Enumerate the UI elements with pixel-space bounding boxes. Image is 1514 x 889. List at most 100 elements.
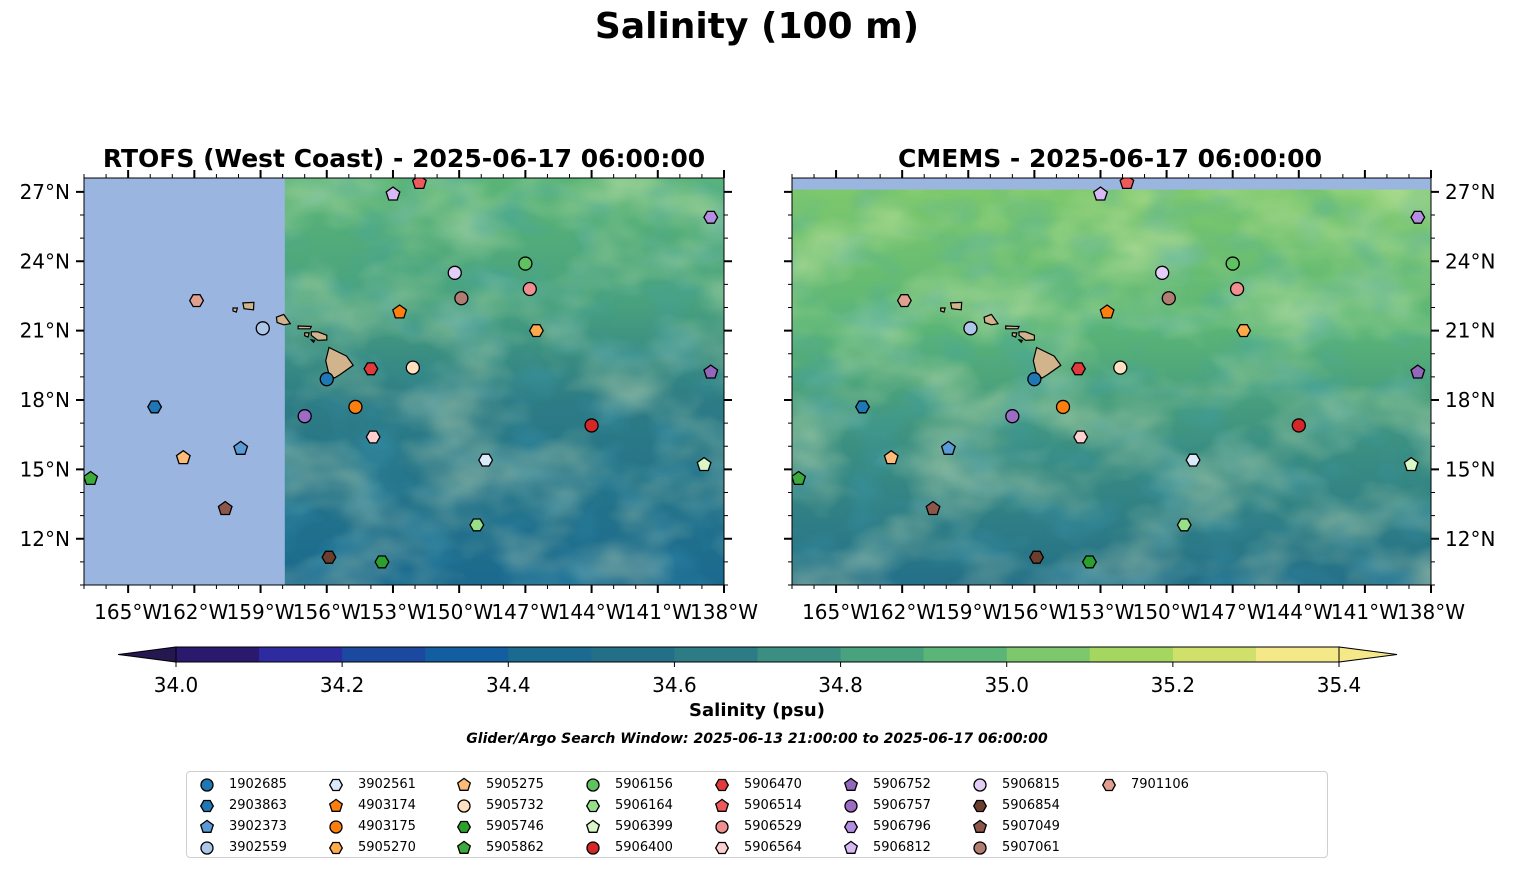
legend-marker xyxy=(328,841,344,855)
panel-title-cmems: CMEMS - 2025-06-17 06:00:00 xyxy=(898,144,1322,173)
legend-marker xyxy=(1101,778,1117,792)
colorbar-segment xyxy=(1006,647,1091,662)
legend-marker xyxy=(714,778,730,792)
lat-tick-label: 12°N xyxy=(20,527,70,551)
lon-tick-label: 147°W xyxy=(1199,600,1267,624)
float-marker-5907049 xyxy=(925,500,941,516)
legend-marker xyxy=(972,799,988,813)
legend-label: 4903175 xyxy=(358,819,416,834)
float-marker-5906815 xyxy=(447,265,462,280)
colorbar-tick-label: 34.4 xyxy=(486,673,531,697)
lon-tick-label: 156°W xyxy=(1000,600,1068,624)
legend-marker xyxy=(329,820,343,834)
float-marker-5906752 xyxy=(1410,364,1426,379)
float-marker-5905746 xyxy=(374,555,390,569)
legend-label: 5905746 xyxy=(486,819,544,834)
legend-label: 5906399 xyxy=(615,819,673,834)
lon-tick-label: 138°W xyxy=(690,600,758,624)
legend-label: 5906156 xyxy=(615,777,673,792)
colorbar-segment xyxy=(757,647,842,662)
legend-label: 5906470 xyxy=(744,777,802,792)
circle-icon xyxy=(200,778,214,792)
lat-tick-label: 15°N xyxy=(1445,457,1495,481)
legend-label: 5905275 xyxy=(486,777,544,792)
legend-label: 4903174 xyxy=(358,798,416,813)
legend-label: 5906796 xyxy=(873,819,931,834)
lon-tick-label: 147°W xyxy=(491,600,559,624)
lon-tick-label: 162°W xyxy=(160,600,228,624)
float-marker-3902561 xyxy=(478,453,494,467)
legend-label: 5906514 xyxy=(744,798,802,813)
legend-label: 5906757 xyxy=(873,798,931,813)
pentagon-icon xyxy=(199,819,215,833)
figure-title: Salinity (100 m) xyxy=(594,6,920,47)
legend-marker xyxy=(843,820,859,834)
lanai-island xyxy=(304,332,310,338)
float-marker-5906812 xyxy=(385,186,401,201)
float-marker-1902685 xyxy=(1027,372,1042,387)
colorbar-segment xyxy=(840,647,925,662)
float-marker-7901106 xyxy=(188,294,205,308)
float-marker-5906815 xyxy=(1155,265,1170,280)
kahoolawe-island xyxy=(1017,339,1024,344)
kahoolawe-island xyxy=(309,339,316,344)
legend-marker xyxy=(972,819,988,833)
float-marker-1902685 xyxy=(319,372,334,387)
float-marker-5906796 xyxy=(1410,210,1426,224)
float-marker-5906156 xyxy=(518,256,533,271)
legend-label: 5905270 xyxy=(358,840,416,855)
map-frame xyxy=(791,177,1432,586)
hexagon-icon xyxy=(843,820,859,834)
float-marker-5907049 xyxy=(217,500,233,516)
float-marker-2903863 xyxy=(147,400,163,414)
pentagon-icon xyxy=(328,798,344,812)
legend-marker xyxy=(328,798,344,812)
hexagon-icon xyxy=(585,799,601,813)
legend-label: 5906752 xyxy=(873,777,931,792)
legend-label: 5905862 xyxy=(486,840,544,855)
float-marker-5906156 xyxy=(1225,256,1240,271)
panel-title-rtofs: RTOFS (West Coast) - 2025-06-17 06:00:00 xyxy=(102,144,706,173)
float-marker-5906757 xyxy=(1005,409,1020,424)
lon-tick-label: 159°W xyxy=(934,600,1002,624)
circle-icon xyxy=(844,799,858,813)
float-marker-5905746 xyxy=(1081,555,1098,569)
platform-legend: 1902685 2903863 3902373 3902559 3902561 49031… xyxy=(186,771,1328,858)
legend-marker xyxy=(844,799,858,813)
float-marker-4903175 xyxy=(348,399,363,415)
float-marker-7901106 xyxy=(896,294,912,308)
float-marker-3902373 xyxy=(940,440,956,455)
lon-tick-label: 144°W xyxy=(1265,600,1333,624)
colorbar-extend-low xyxy=(117,646,177,663)
hexagon-icon xyxy=(199,799,215,813)
niihau-island xyxy=(232,307,239,313)
legend-label: 7901106 xyxy=(1131,777,1189,792)
hexagon-icon xyxy=(972,799,988,813)
legend-marker xyxy=(200,778,214,792)
search-window-note: Glider/Argo Search Window: 2025-06-13 21… xyxy=(466,731,1048,747)
pentagon-icon xyxy=(843,840,859,854)
colorbar-segment xyxy=(674,647,758,662)
float-marker-5905270 xyxy=(528,324,544,338)
colorbar-tick-label: 34.6 xyxy=(652,673,697,697)
legend-label: 5906564 xyxy=(744,840,802,855)
float-marker-5905270 xyxy=(1236,324,1252,338)
legend-label: 5905732 xyxy=(486,798,544,813)
legend-label: 5906854 xyxy=(1002,798,1060,813)
float-marker-5905732 xyxy=(1113,360,1128,375)
float-marker-3902561 xyxy=(1185,453,1201,467)
pentagon-icon xyxy=(843,777,859,791)
lat-tick-label: 21°N xyxy=(20,319,70,343)
float-marker-5906514 xyxy=(1119,178,1135,190)
lon-tick-label: 144°W xyxy=(558,600,626,624)
lat-tick-label: 24°N xyxy=(1445,249,1495,273)
lat-tick-label: 27°N xyxy=(20,180,70,204)
lon-tick-label: 141°W xyxy=(1331,600,1399,624)
float-marker-5906400 xyxy=(584,418,599,433)
hexagon-icon xyxy=(456,820,472,834)
legend-label: 5907049 xyxy=(1002,819,1060,834)
circle-icon xyxy=(200,841,214,855)
float-marker-5907061 xyxy=(1161,291,1176,306)
legend-marker xyxy=(973,841,987,855)
float-marker-5906514 xyxy=(411,178,427,190)
